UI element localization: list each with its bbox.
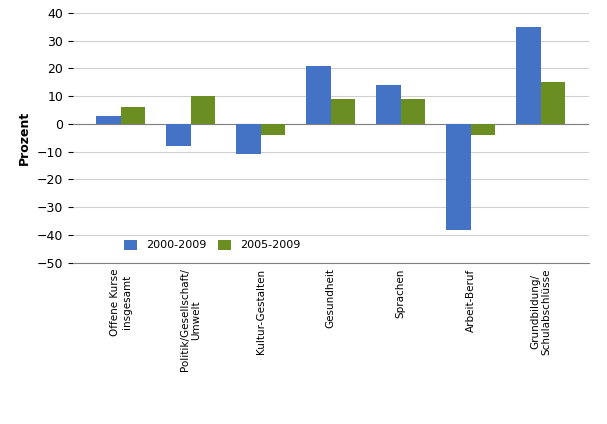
Bar bbox=[517, 27, 541, 124]
Bar bbox=[191, 96, 215, 124]
Bar bbox=[401, 99, 426, 124]
Bar bbox=[376, 85, 401, 124]
Bar bbox=[541, 82, 565, 124]
Bar bbox=[331, 99, 355, 124]
Bar bbox=[166, 124, 191, 146]
Bar bbox=[471, 124, 495, 135]
Legend: 2000-2009, 2005-2009: 2000-2009, 2005-2009 bbox=[120, 235, 305, 255]
Bar bbox=[121, 107, 145, 124]
Bar bbox=[307, 66, 331, 124]
Y-axis label: Prozent: Prozent bbox=[18, 111, 31, 165]
Bar bbox=[97, 116, 121, 124]
Bar bbox=[261, 124, 285, 135]
Bar bbox=[446, 124, 471, 229]
Bar bbox=[236, 124, 261, 154]
